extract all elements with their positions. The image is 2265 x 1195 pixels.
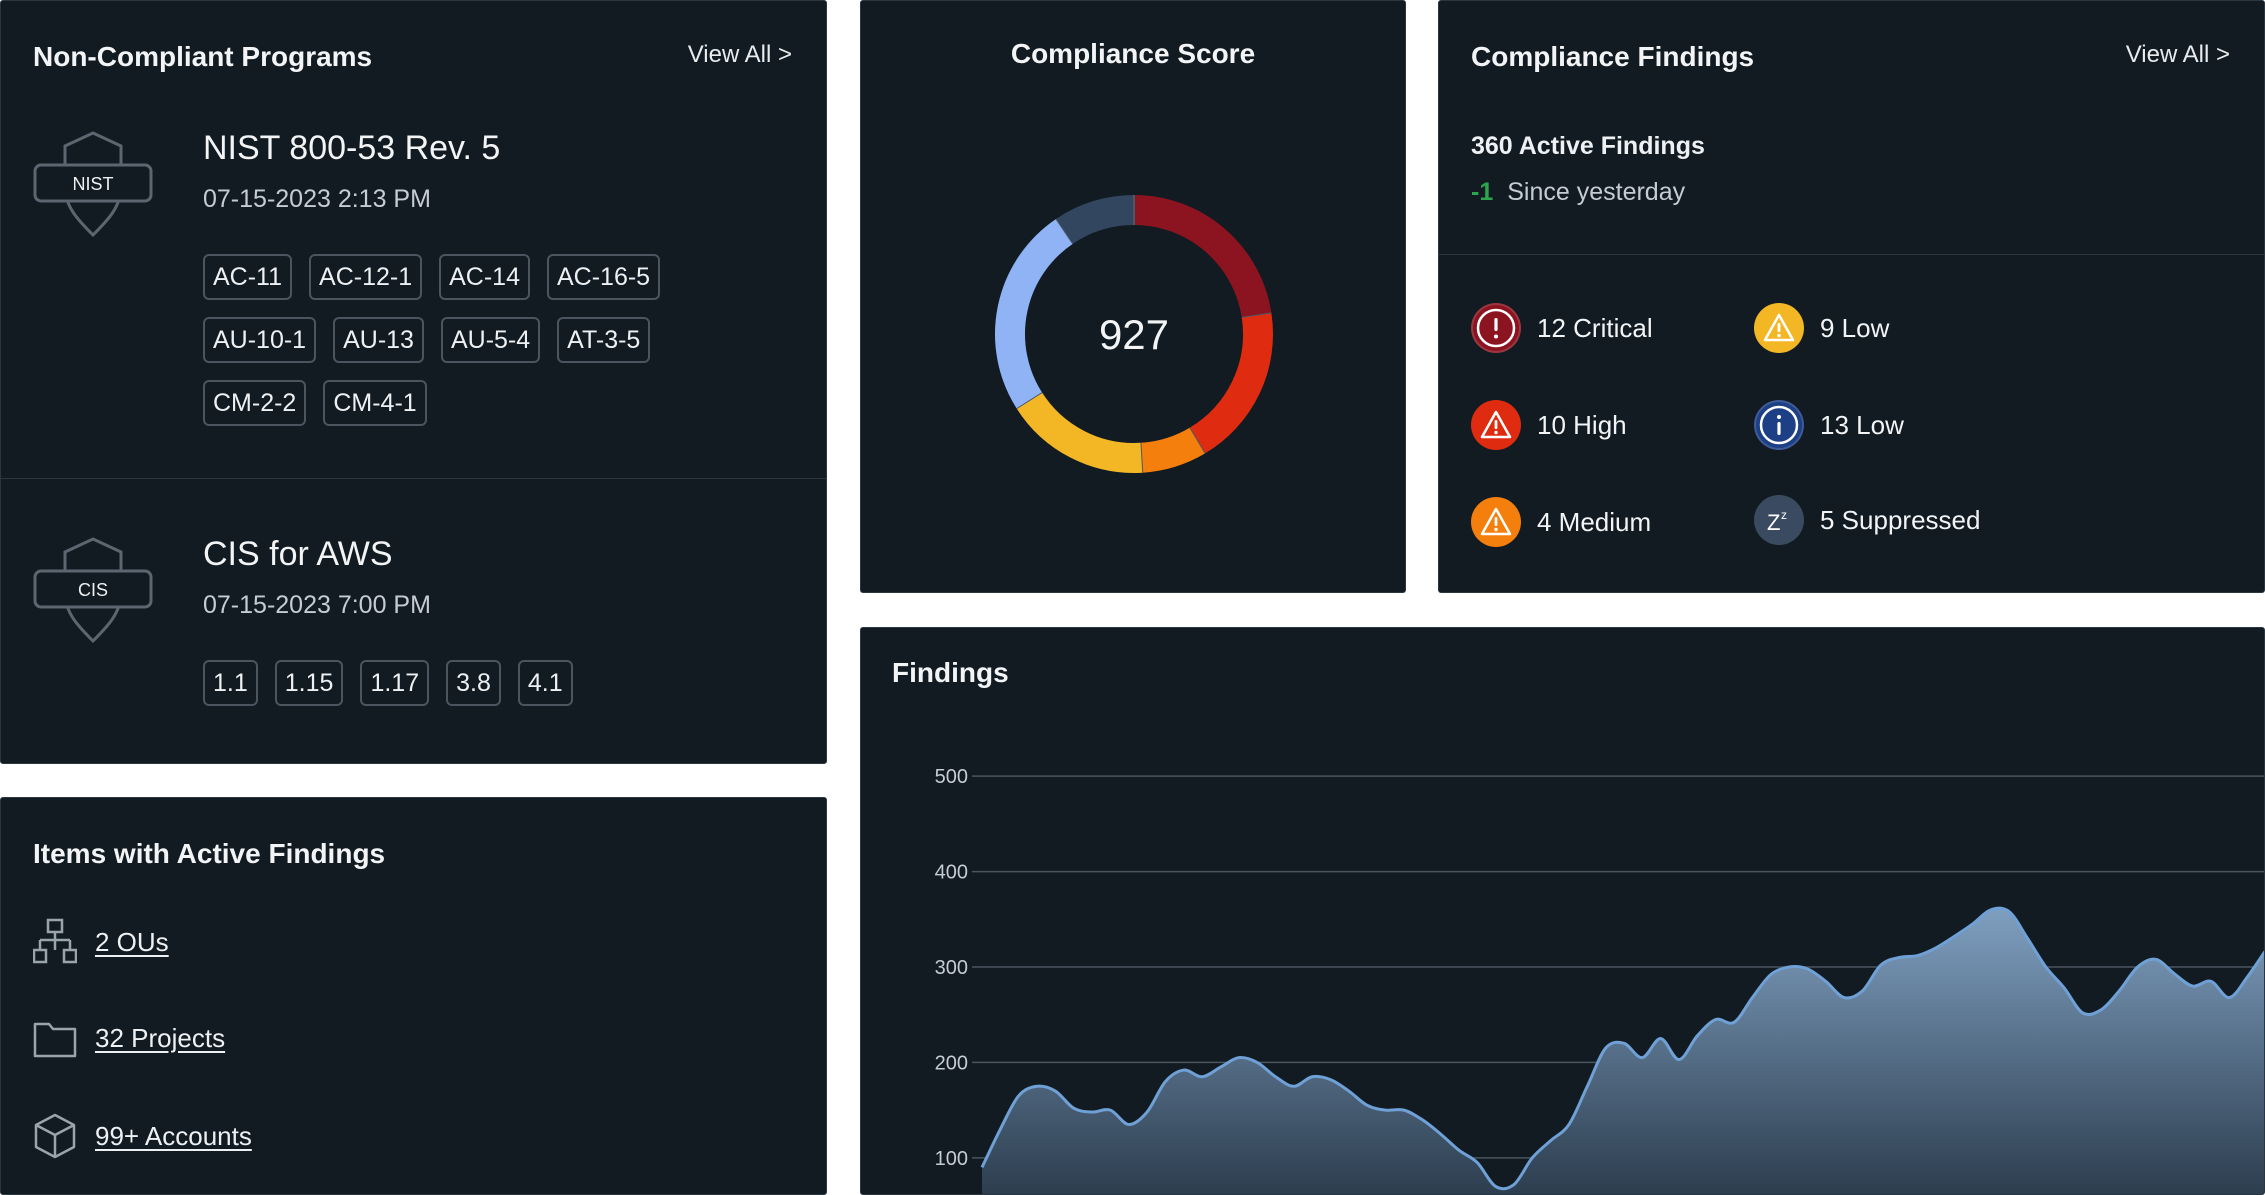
control-tag[interactable]: AC-11 bbox=[203, 254, 292, 300]
exclamation-icon bbox=[1471, 303, 1521, 353]
severity-medium[interactable]: 4 Medium bbox=[1471, 497, 1651, 547]
score-donut-chart: 927 bbox=[861, 1, 1406, 593]
warning-icon bbox=[1471, 400, 1521, 450]
findings-delta: -1 Since yesterday bbox=[1471, 178, 1685, 207]
control-tag[interactable]: AC-16-5 bbox=[547, 254, 660, 300]
folder-icon bbox=[33, 1016, 77, 1060]
view-all-link[interactable]: View All > bbox=[2126, 41, 2230, 69]
control-tag[interactable]: AU-13 bbox=[333, 317, 424, 363]
shield-label: NIST bbox=[72, 174, 113, 194]
delta-value: -1 bbox=[1471, 178, 1493, 206]
item-link[interactable]: 2 OUs bbox=[95, 927, 169, 958]
divider bbox=[1, 478, 826, 479]
y-tick-label: 300 bbox=[935, 957, 968, 979]
severity-low-warning[interactable]: 9 Low bbox=[1754, 303, 1889, 353]
delta-label: Since yesterday bbox=[1507, 178, 1685, 206]
severity-label: 12 Critical bbox=[1537, 313, 1653, 344]
item-projects[interactable]: 32 Projects bbox=[33, 1016, 225, 1060]
svg-text:Z: Z bbox=[1767, 510, 1780, 535]
severity-low-info[interactable]: 13 Low bbox=[1754, 400, 1904, 450]
non-compliant-programs-card: Non-Compliant Programs View All > NIST N… bbox=[0, 0, 827, 764]
control-tag[interactable]: AU-5-4 bbox=[441, 317, 540, 363]
compliance-score-card: Compliance Score 927 bbox=[860, 0, 1406, 593]
y-tick-label: 500 bbox=[935, 766, 968, 788]
control-tags: 1.1 1.15 1.17 3.8 4.1 bbox=[203, 660, 723, 706]
donut-segment-low-info[interactable] bbox=[1010, 231, 1065, 400]
info-icon bbox=[1754, 400, 1804, 450]
items-with-active-findings-card: Items with Active Findings 2 OUs 32 Proj… bbox=[0, 797, 827, 1195]
control-tag[interactable]: AT-3-5 bbox=[557, 317, 650, 363]
control-tag[interactable]: CM-2-2 bbox=[203, 380, 306, 426]
y-tick-label: 400 bbox=[935, 862, 968, 884]
cube-icon bbox=[33, 1113, 77, 1159]
donut-segment-medium[interactable] bbox=[1141, 441, 1197, 458]
item-accounts[interactable]: 99+ Accounts bbox=[33, 1113, 252, 1159]
control-tag[interactable]: 4.1 bbox=[518, 660, 573, 706]
chart-title: Findings bbox=[892, 657, 1009, 688]
donut-segment-suppressed[interactable] bbox=[1065, 210, 1134, 231]
program-date: 07-15-2023 2:13 PM bbox=[203, 185, 431, 214]
donut-segment-critical[interactable] bbox=[1134, 210, 1257, 316]
compliance-findings-card: Compliance Findings View All > 360 Activ… bbox=[1438, 0, 2265, 593]
severity-label: 13 Low bbox=[1820, 410, 1904, 441]
program-date: 07-15-2023 7:00 PM bbox=[203, 591, 431, 620]
divider bbox=[1439, 254, 2264, 255]
findings-chart-card: Findings 100 200 300 400 500 bbox=[860, 627, 2265, 1195]
severity-label: 9 Low bbox=[1820, 313, 1889, 344]
card-title: Non-Compliant Programs bbox=[33, 41, 372, 73]
card-title: Compliance Findings bbox=[1471, 41, 1754, 73]
control-tag[interactable]: AC-12-1 bbox=[309, 254, 422, 300]
severity-label: 4 Medium bbox=[1537, 507, 1651, 538]
active-findings-count: 360 Active Findings bbox=[1471, 132, 1705, 161]
program-name: CIS for AWS bbox=[203, 535, 393, 574]
warning-icon bbox=[1471, 497, 1521, 547]
card-title: Items with Active Findings bbox=[33, 838, 385, 870]
y-tick-label: 200 bbox=[935, 1052, 968, 1074]
control-tag[interactable]: AC-14 bbox=[439, 254, 530, 300]
score-value: 927 bbox=[1099, 311, 1169, 358]
item-ous[interactable]: 2 OUs bbox=[33, 918, 169, 966]
severity-label: 5 Suppressed bbox=[1820, 505, 1980, 536]
severity-high[interactable]: 10 High bbox=[1471, 400, 1627, 450]
severity-label: 10 High bbox=[1537, 410, 1627, 441]
control-tag[interactable]: 1.1 bbox=[203, 660, 258, 706]
findings-area-chart: Findings 100 200 300 400 500 bbox=[861, 628, 2265, 1195]
control-tag[interactable]: 3.8 bbox=[446, 660, 501, 706]
item-link[interactable]: 32 Projects bbox=[95, 1023, 225, 1054]
program-name: NIST 800-53 Rev. 5 bbox=[203, 129, 500, 168]
shield-label: CIS bbox=[78, 580, 108, 600]
y-tick-label: 100 bbox=[935, 1148, 968, 1170]
severity-critical[interactable]: 12 Critical bbox=[1471, 303, 1653, 353]
warning-icon bbox=[1754, 303, 1804, 353]
shield-icon: CIS bbox=[33, 537, 153, 643]
control-tags: AC-11 AC-12-1 AC-14 AC-16-5 AU-10-1 AU-1… bbox=[203, 254, 723, 426]
donut-segment-low-warning[interactable] bbox=[1029, 400, 1141, 458]
svg-text:z: z bbox=[1781, 508, 1787, 522]
donut-segment-high[interactable] bbox=[1197, 316, 1258, 441]
item-link[interactable]: 99+ Accounts bbox=[95, 1121, 252, 1152]
control-tag[interactable]: AU-10-1 bbox=[203, 317, 316, 363]
hierarchy-icon bbox=[33, 918, 77, 966]
control-tag[interactable]: CM-4-1 bbox=[323, 380, 426, 426]
area-fill bbox=[982, 908, 2265, 1195]
shield-icon: NIST bbox=[33, 131, 153, 237]
control-tag[interactable]: 1.15 bbox=[275, 660, 344, 706]
view-all-link[interactable]: View All > bbox=[688, 41, 792, 69]
control-tag[interactable]: 1.17 bbox=[360, 660, 429, 706]
